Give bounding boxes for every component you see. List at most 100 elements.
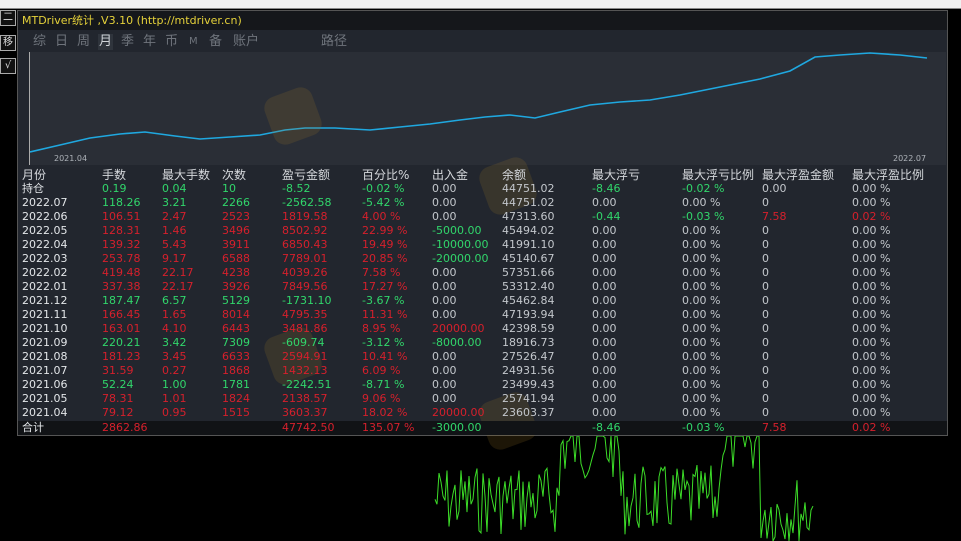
tab-6[interactable]: 币 (165, 34, 179, 49)
cell-max-float-profit-pct: 0.02 % (852, 210, 891, 223)
cell-max-float-loss-pct: 0.00 % (682, 378, 721, 391)
cell-balance: 42398.59 (502, 322, 555, 335)
cell-deposit: -10000.00 (432, 238, 489, 251)
tab-4[interactable]: 季 (121, 34, 135, 49)
tab-9[interactable]: 账户 (233, 34, 260, 49)
cell-lots: 78.31 (102, 392, 134, 405)
tab-0[interactable]: 综 (33, 34, 47, 49)
cell-pnl: -2242.51 (282, 378, 332, 391)
cell-max-lots: 9.17 (162, 252, 187, 265)
cell-max-float-profit: 0 (762, 266, 769, 279)
cell-balance: 47193.94 (502, 308, 555, 321)
total-max-float-loss-pct: -0.03 % (682, 421, 725, 434)
tab-10[interactable]: 路径 (321, 34, 348, 49)
cell-max-float-loss-pct: 0.00 % (682, 238, 721, 251)
cell-lots: 52.24 (102, 378, 134, 391)
cell-pct: 4.00 % (362, 210, 401, 223)
panel-title: MTDriver统计 ,V3.10 (http://mtdriver.cn) (18, 11, 947, 30)
cell-month: 2022.03 (22, 252, 68, 265)
cell-month: 2022.06 (22, 210, 68, 223)
cell-max-float-loss: 0.00 (592, 196, 617, 209)
cell-pct: -5.42 % (362, 196, 405, 209)
cell-max-float-profit: 0 (762, 322, 769, 335)
cell-max-float-profit: 0 (762, 280, 769, 293)
cell-pct: -3.67 % (362, 294, 405, 307)
cell-max-float-loss-pct: 0.00 % (682, 294, 721, 307)
cell-max-float-loss: 0.00 (592, 280, 617, 293)
total-pct: 135.07 % (362, 421, 415, 434)
cell-lots: 253.78 (102, 252, 141, 265)
cell-deposit: 0.00 (432, 210, 457, 223)
col-header-pnl: 盈亏金额 (282, 168, 331, 182)
cell-trades: 6588 (222, 252, 250, 265)
total-max-float-profit: 7.58 (762, 421, 787, 434)
cell-month: 2021.09 (22, 336, 68, 349)
tab-3[interactable]: 月 (98, 34, 114, 50)
cell-max-float-loss: 0.00 (592, 224, 617, 237)
cell-max-lots: 4.10 (162, 322, 187, 335)
cell-max-float-profit-pct: 0.00 % (852, 280, 891, 293)
cell-lots: 337.38 (102, 280, 141, 293)
cell-pnl: -1731.10 (282, 294, 332, 307)
cell-max-float-loss: 0.00 (592, 294, 617, 307)
cell-trades: 2523 (222, 210, 250, 223)
cell-deposit: 0.00 (432, 364, 457, 377)
cell-balance: 57351.66 (502, 266, 555, 279)
cell-max-float-loss: 0.00 (592, 252, 617, 265)
tab-8[interactable]: 备 (209, 34, 223, 49)
cell-pnl: 3481.86 (282, 322, 328, 335)
cell-balance: 45462.84 (502, 294, 555, 307)
cell-pct: -0.02 % (362, 182, 405, 195)
cell-max-float-loss: -0.44 (592, 210, 621, 223)
cell-max-lots: 0.04 (162, 182, 187, 195)
cell-month: 2022.02 (22, 266, 68, 279)
cell-pnl: -609.74 (282, 336, 325, 349)
cell-pnl: 2594.91 (282, 350, 328, 363)
cell-month: 2021.07 (22, 364, 68, 377)
tab-5[interactable]: 年 (143, 34, 157, 49)
col-header-month: 月份 (22, 168, 47, 182)
cell-balance: 24931.56 (502, 364, 555, 377)
cell-trades: 1824 (222, 392, 250, 405)
cell-max-float-loss: 0.00 (592, 238, 617, 251)
cell-pnl: 2138.57 (282, 392, 328, 405)
side-button-check[interactable]: √ (0, 58, 16, 74)
col-header-max-float-loss: 最大浮亏 (592, 168, 641, 182)
tab-1[interactable]: 日 (55, 34, 69, 49)
cell-max-lots: 3.45 (162, 350, 187, 363)
cell-max-lots: 2.47 (162, 210, 187, 223)
col-header-max-float-profit-pct: 最大浮盈比例 (852, 168, 925, 182)
cell-month: 2022.04 (22, 238, 68, 251)
cell-max-float-loss-pct: 0.00 % (682, 364, 721, 377)
total-lots: 2862.86 (102, 421, 148, 434)
period-tabs: 综日周月季年币 M 备账户 路径 (18, 32, 947, 52)
cell-lots: 139.32 (102, 238, 141, 251)
cell-pnl: 3603.37 (282, 406, 328, 419)
tab-2[interactable]: 周 (77, 34, 91, 49)
cell-pct: 7.58 % (362, 266, 401, 279)
cell-max-float-profit-pct: 0.00 % (852, 364, 891, 377)
cell-max-lots: 0.27 (162, 364, 187, 377)
col-header-lots: 手数 (102, 168, 127, 182)
cell-lots: 166.45 (102, 308, 141, 321)
cell-month: 2021.06 (22, 378, 68, 391)
cell-month: 2021.08 (22, 350, 68, 363)
total-max-float-loss: -8.46 (592, 421, 621, 434)
side-button-move[interactable]: 移 (0, 35, 16, 51)
col-header-trades: 次数 (222, 168, 247, 182)
cell-pnl: 7849.56 (282, 280, 328, 293)
cell-max-float-loss-pct: -0.02 % (682, 182, 725, 195)
cell-max-float-profit-pct: 0.00 % (852, 182, 891, 195)
side-button-minimize[interactable]: 二 (0, 10, 16, 26)
cell-max-float-loss-pct: 0.00 % (682, 266, 721, 279)
cell-max-float-loss-pct: 0.00 % (682, 406, 721, 419)
cell-pct: -3.12 % (362, 336, 405, 349)
tab-7[interactable]: M (189, 36, 198, 47)
cell-month: 2021.05 (22, 392, 68, 405)
cell-balance: 53312.40 (502, 280, 555, 293)
cell-trades: 3911 (222, 238, 250, 251)
cell-max-float-profit-pct: 0.00 % (852, 378, 891, 391)
cell-max-lots: 1.00 (162, 378, 187, 391)
cell-trades: 6633 (222, 350, 250, 363)
